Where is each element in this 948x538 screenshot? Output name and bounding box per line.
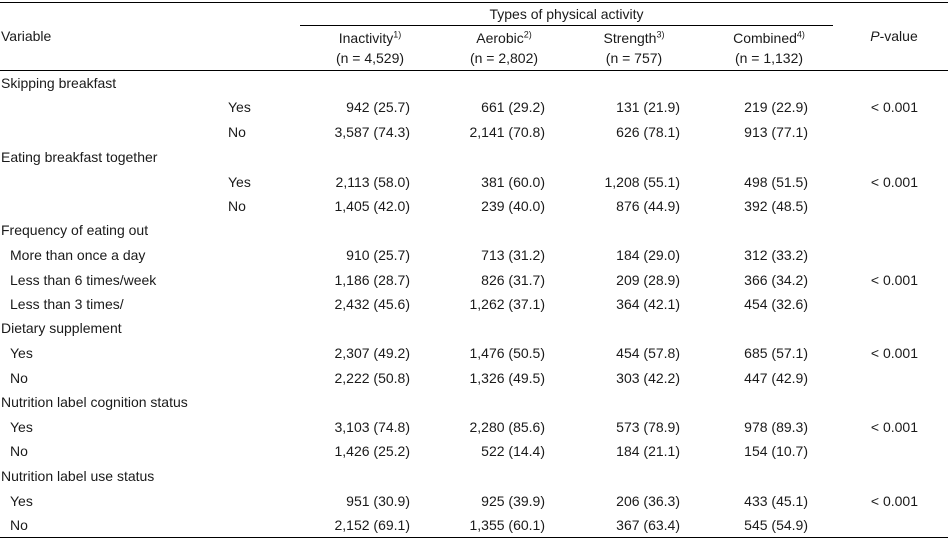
row-label: Yes [228, 99, 251, 115]
row-label: Less than 3 times/ [10, 296, 124, 312]
table-cell: 978 (89.3) [744, 419, 808, 435]
table-cell: 447 (42.9) [744, 370, 808, 386]
table-cell: 545 (54.9) [744, 517, 808, 533]
group-rule [300, 25, 833, 26]
table-cell: 951 (30.9) [346, 493, 410, 509]
table-cell: 209 (28.9) [616, 272, 680, 288]
table-cell: 685 (57.1) [744, 345, 808, 361]
p-value: < 0.001 [870, 272, 918, 288]
pvalue-header-italic: P [870, 28, 880, 44]
table-cell: 3,587 (74.3) [334, 124, 411, 140]
table-cell: 364 (42.1) [616, 296, 680, 312]
table-cell: 312 (33.2) [744, 247, 808, 263]
table-cell: 219 (22.9) [744, 99, 808, 115]
table-cell: 184 (21.1) [616, 443, 680, 459]
table-cell: 2,432 (45.6) [334, 296, 411, 312]
table-cell: 392 (48.5) [744, 198, 808, 214]
table-cell: 1,426 (25.2) [334, 443, 411, 459]
row-label: More than once a day [10, 247, 146, 263]
section-title: Nutrition label use status [1, 468, 155, 484]
col-n-strength: (n = 757) [605, 50, 663, 66]
table-cell: 925 (39.9) [481, 493, 545, 509]
row-label: No [228, 198, 246, 214]
row-label: Yes [10, 493, 33, 509]
table-cell: 381 (60.0) [481, 174, 545, 190]
col-n-aerobic: (n = 2,802) [469, 50, 539, 66]
table-cell: 522 (14.4) [481, 443, 545, 459]
table-cell: 2,113 (58.0) [335, 174, 410, 190]
p-value: < 0.001 [870, 419, 918, 435]
table-cell: 1,476 (50.5) [469, 345, 546, 361]
table-cell: 184 (29.0) [616, 247, 680, 263]
table-cell: 2,222 (50.8) [334, 370, 411, 386]
table-cell: 942 (25.7) [346, 99, 410, 115]
p-value: < 0.001 [870, 99, 918, 115]
table-cell: 1,355 (60.1) [469, 517, 546, 533]
table-cell: 661 (29.2) [481, 99, 545, 115]
table-cell: 154 (10.7) [744, 443, 808, 459]
col-header-combined: Combined4) [733, 29, 805, 46]
pvalue-header: P-value [840, 28, 948, 44]
table-cell: 713 (31.2) [481, 247, 545, 263]
p-value: < 0.001 [870, 345, 918, 361]
table-cell: 626 (78.1) [616, 124, 680, 140]
row-label: Less than 6 times/week [10, 272, 157, 288]
row-label: Yes [10, 419, 33, 435]
table-cell: 131 (21.9) [616, 99, 680, 115]
table-cell: 2,141 (70.8) [469, 124, 546, 140]
table-cell: 454 (57.8) [616, 345, 680, 361]
table-cell: 1,326 (49.5) [469, 370, 546, 386]
section-title: Dietary supplement [1, 320, 122, 336]
table-cell: 1,208 (55.1) [604, 174, 681, 190]
group-title: Types of physical activity [489, 6, 644, 22]
table-cell: 913 (77.1) [744, 124, 808, 140]
table-cell: 498 (51.5) [744, 174, 808, 190]
row-label: No [10, 443, 28, 459]
section-title: Eating breakfast together [1, 149, 158, 165]
table-cell: 303 (42.2) [616, 370, 680, 386]
row-label: Yes [10, 345, 33, 361]
table-cell: 1,405 (42.0) [334, 198, 411, 214]
table-cell: 876 (44.9) [616, 198, 680, 214]
table-cell: 826 (31.7) [481, 272, 545, 288]
p-value: < 0.001 [870, 493, 918, 509]
table-cell: 3,103 (74.8) [334, 419, 411, 435]
table-cell: 2,280 (85.6) [469, 419, 546, 435]
table-cell: 366 (34.2) [744, 272, 808, 288]
table-cell: 454 (32.6) [744, 296, 808, 312]
row-label: No [10, 517, 28, 533]
table-cell: 2,152 (69.1) [334, 517, 411, 533]
table-cell: 910 (25.7) [346, 247, 410, 263]
top-rule [0, 2, 948, 3]
row-label: No [228, 124, 246, 140]
table-cell: 239 (40.0) [481, 198, 545, 214]
row-label: No [10, 370, 28, 386]
pvalue-header-rest: -value [879, 28, 918, 44]
header-bottom-rule [0, 70, 948, 71]
p-value: < 0.001 [870, 174, 918, 190]
table-cell: 367 (63.4) [616, 517, 680, 533]
table-cell: 433 (45.1) [744, 493, 808, 509]
variable-header: Variable [1, 28, 52, 44]
table-cell: 1,262 (37.1) [469, 296, 546, 312]
table-cell: 573 (78.9) [616, 419, 680, 435]
section-title: Frequency of eating out [1, 222, 149, 238]
row-label: Yes [228, 174, 251, 190]
section-title: Skipping breakfast [1, 75, 117, 91]
section-title: Nutrition label cognition status [1, 394, 188, 410]
col-header-aerobic: Aerobic2) [476, 29, 532, 46]
table-cell: 206 (36.3) [616, 493, 680, 509]
col-header-strength: Strength3) [603, 29, 665, 46]
table-cell: 2,307 (49.2) [334, 345, 411, 361]
col-n-inactivity: (n = 4,529) [335, 50, 405, 66]
table-cell: 1,186 (28.7) [334, 272, 411, 288]
col-header-inactivity: Inactivity1) [338, 29, 402, 46]
col-n-combined: (n = 1,132) [734, 50, 804, 66]
